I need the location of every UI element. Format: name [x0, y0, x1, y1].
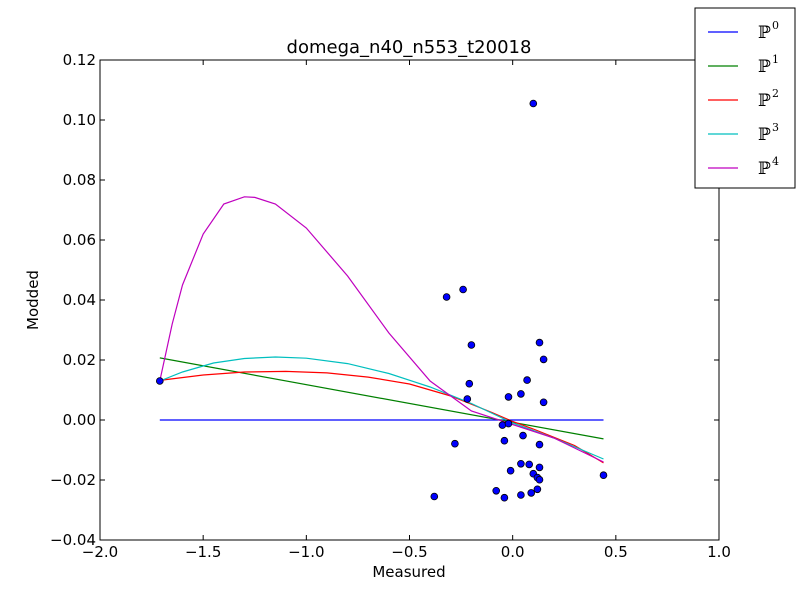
- x-tick-label: −0.5: [391, 543, 427, 561]
- x-tick-label: −1.5: [185, 543, 221, 561]
- y-axis-title: Modded: [24, 270, 42, 330]
- plot-frame: [99, 59, 720, 541]
- data-point: [517, 459, 525, 468]
- legend-label-sup: 3: [772, 121, 779, 134]
- data-point: [533, 485, 542, 494]
- data-point: [599, 471, 608, 480]
- y-tick-label: 0.10: [63, 111, 96, 129]
- series-line-p4: [159, 196, 604, 463]
- y-tick-label: −0.04: [50, 531, 96, 549]
- x-tick-label: 1.0: [707, 543, 731, 561]
- data-point: [492, 486, 501, 495]
- data-point: [498, 421, 507, 429]
- legend-label-p4: ℙ: [758, 159, 771, 179]
- data-point: [504, 393, 513, 401]
- legend-label-p3: ℙ: [758, 125, 771, 145]
- data-point: [527, 489, 535, 497]
- x-tick-label: −1.0: [288, 543, 324, 561]
- y-tick-label: 0.08: [63, 171, 96, 189]
- y-tick-label: 0.04: [63, 291, 96, 309]
- data-point: [517, 491, 525, 499]
- legend-label-sup: 4: [772, 155, 779, 168]
- x-tick-label: 0.5: [604, 543, 628, 561]
- data-point: [523, 376, 531, 384]
- legend-label-p1: ℙ: [758, 57, 771, 77]
- y-tick-label: 0.06: [63, 231, 96, 249]
- x-tick-label: 0.0: [501, 543, 525, 561]
- data-point: [535, 338, 544, 347]
- data-point: [535, 440, 544, 449]
- points-group: [156, 99, 608, 502]
- legend-label-sup: 1: [772, 53, 779, 66]
- data-point: [535, 463, 544, 472]
- data-point: [517, 390, 525, 398]
- data-point: [430, 492, 439, 501]
- legend-label-p0: ℙ: [758, 23, 771, 43]
- legend: ℙ 0ℙ 1ℙ 2ℙ 3ℙ 4: [694, 7, 796, 189]
- data-point: [539, 355, 548, 364]
- series-line-p1: [159, 357, 604, 440]
- x-tick-label: −2.0: [82, 543, 118, 561]
- y-tick-label: 0.12: [63, 51, 96, 69]
- y-tick-label: 0.00: [63, 411, 96, 429]
- y-tick-label: 0.02: [63, 351, 96, 369]
- x-axis-title: Measured: [372, 563, 445, 581]
- data-point: [459, 285, 467, 294]
- data-point: [535, 475, 544, 484]
- data-point: [500, 493, 509, 502]
- legend-label-sup: 0: [772, 19, 779, 32]
- series-line-p2: [159, 370, 604, 464]
- series-line-p3: [159, 356, 604, 460]
- data-point: [467, 341, 476, 349]
- data-point: [506, 466, 515, 475]
- data-point: [463, 395, 472, 403]
- y-tick-label: −0.02: [50, 471, 96, 489]
- data-point: [519, 431, 527, 440]
- data-point: [525, 460, 533, 469]
- data-point: [500, 436, 509, 445]
- legend-label-p2: ℙ: [758, 91, 771, 111]
- data-point: [539, 398, 548, 407]
- data-point: [442, 293, 451, 301]
- curves-group: [159, 196, 604, 464]
- data-point: [529, 99, 538, 108]
- data-point: [156, 377, 164, 385]
- data-point: [504, 419, 513, 428]
- legend-label-sup: 2: [772, 87, 779, 100]
- data-point: [451, 439, 459, 448]
- data-point: [465, 379, 474, 388]
- legend-box: [694, 7, 796, 189]
- chart-title: domega_n40_n553_t20018: [287, 37, 532, 58]
- ticks-group: −2.0 −1.5 −1.0 −0.5 0.0 0.5 1.0 −0.04 −0.02 0.00 0…: [50, 51, 731, 561]
